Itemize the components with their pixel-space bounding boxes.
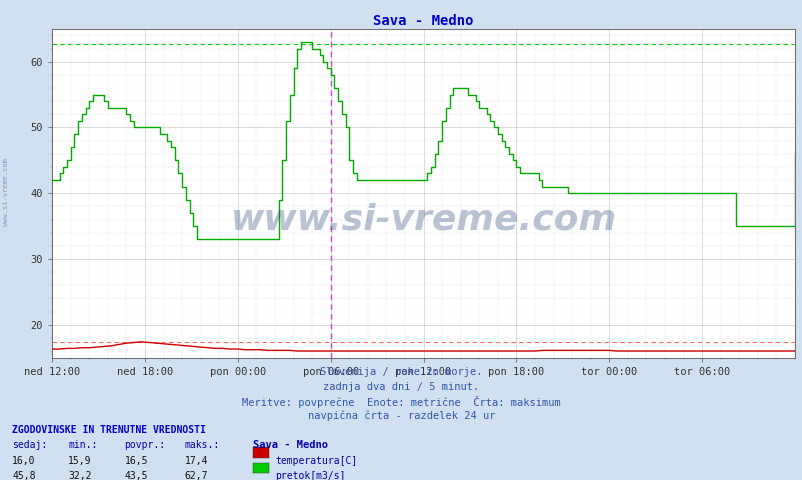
Text: 32,2: 32,2	[68, 471, 91, 480]
Text: 62,7: 62,7	[184, 471, 208, 480]
Text: www.si-vreme.com: www.si-vreme.com	[3, 158, 10, 226]
Text: temperatura[C]: temperatura[C]	[275, 456, 357, 466]
Text: povpr.:: povpr.:	[124, 440, 165, 450]
Text: Meritve: povprečne  Enote: metrične  Črta: maksimum: Meritve: povprečne Enote: metrične Črta:…	[242, 396, 560, 408]
Text: maks.:: maks.:	[184, 440, 220, 450]
Text: ZGODOVINSKE IN TRENUTNE VREDNOSTI: ZGODOVINSKE IN TRENUTNE VREDNOSTI	[12, 425, 205, 435]
Text: navpična črta - razdelek 24 ur: navpična črta - razdelek 24 ur	[307, 410, 495, 421]
Text: sedaj:: sedaj:	[12, 440, 47, 450]
Text: 15,9: 15,9	[68, 456, 91, 466]
Text: Slovenija / reke in morje.: Slovenija / reke in morje.	[320, 367, 482, 377]
Text: zadnja dva dni / 5 minut.: zadnja dva dni / 5 minut.	[323, 382, 479, 392]
Title: Sava - Medno: Sava - Medno	[373, 13, 473, 28]
Text: 17,4: 17,4	[184, 456, 208, 466]
Text: Sava - Medno: Sava - Medno	[253, 440, 327, 450]
Text: pretok[m3/s]: pretok[m3/s]	[275, 471, 346, 480]
Text: 45,8: 45,8	[12, 471, 35, 480]
Text: 16,0: 16,0	[12, 456, 35, 466]
Text: min.:: min.:	[68, 440, 98, 450]
Text: 43,5: 43,5	[124, 471, 148, 480]
Text: www.si-vreme.com: www.si-vreme.com	[230, 203, 616, 237]
Text: 16,5: 16,5	[124, 456, 148, 466]
